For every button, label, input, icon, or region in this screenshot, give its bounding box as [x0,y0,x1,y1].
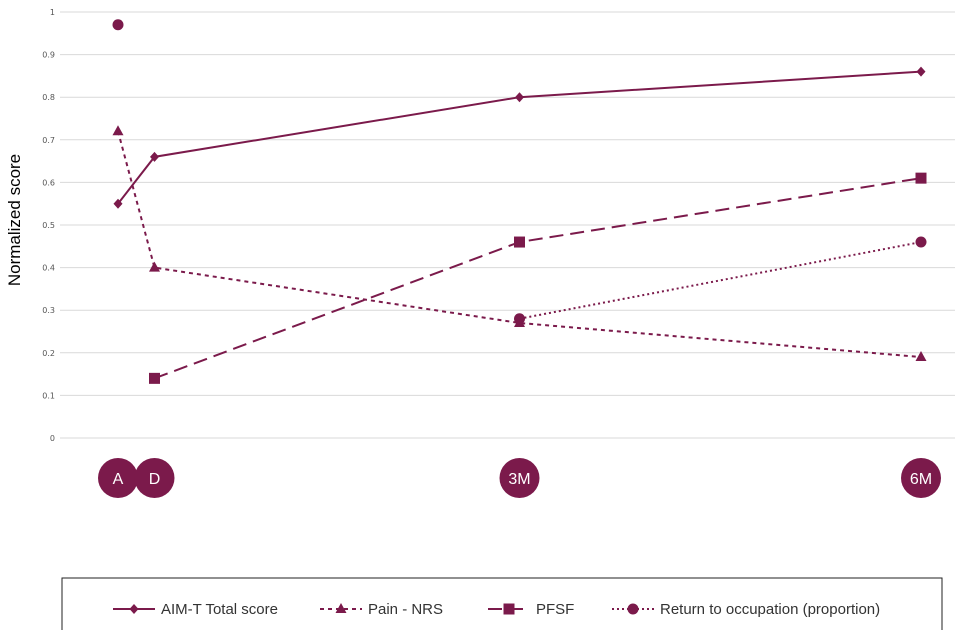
time-point-a: A [98,458,138,498]
series-line [519,241,922,320]
data-point [112,19,124,31]
series-lines [112,19,927,384]
y-tick-label: 0.3 [42,306,55,315]
series-3 [112,19,927,325]
data-point [915,172,927,184]
data-point [112,125,124,136]
time-point-circle [134,458,175,498]
legend-label: PFSF [536,601,574,618]
series-line [154,177,922,380]
legend-marker [503,603,515,615]
legend-item: Return to occupation (proportion) [612,601,880,618]
y-tick-label: 0.9 [42,51,55,60]
data-point [915,351,927,362]
y-tick-label: 0 [50,434,55,443]
y-tick-label: 0.5 [42,221,55,230]
legend-item: PFSF [488,601,574,618]
legend-label: Pain - NRS [368,601,443,618]
time-point-6m: 6M [901,458,941,498]
x-tick-label: 6M [910,471,932,488]
data-point [149,261,160,272]
y-tick-label: 0.7 [42,136,55,145]
x-tick-label: 3M [508,471,530,488]
y-tick-label: 0.4 [42,264,55,273]
time-point-d: D [134,458,175,498]
data-point [514,236,525,248]
legend-items: AIM-T Total score Pain - NRS PFSF Return to… [113,601,880,618]
time-point-circle [901,458,941,498]
y-tick-label: 1 [50,8,55,17]
legend-box [61,577,943,630]
series-line [117,70,922,205]
time-point-circle [499,458,540,498]
legend-label: Return to occupation (proportion) [660,601,880,618]
x-tick-label: D [149,471,161,488]
data-point [514,313,525,325]
legend-item: Pain - NRS [320,601,443,618]
legend-marker [627,603,639,615]
y-tick-label: 0.1 [42,391,55,400]
legend-item: AIM-T Total score [113,601,278,618]
y-tick-label: 0.8 [42,93,55,102]
legend-marker [335,603,347,613]
y-axis-label: Normalized score [5,154,24,286]
y-tick-labels: 0 0.1 0.2 0.3 0.4 0.5 0.6 0.7 0.8 0.9 1 [42,8,55,443]
series-0 [113,66,926,209]
x-tick-label: A [113,471,124,488]
data-point [915,236,927,248]
time-point-circle [98,458,138,498]
data-point [149,372,160,384]
y-tick-label: 0.2 [42,349,55,358]
legend: AIM-T Total score Pain - NRS PFSF Return to… [61,577,943,630]
series-2 [149,172,927,384]
legend-label: AIM-T Total score [161,601,278,618]
data-point [113,198,123,209]
legend-marker [129,604,139,614]
grid-lines [60,11,955,439]
y-tick-label: 0.6 [42,178,55,187]
data-point [150,151,159,162]
time-point-markers: A D 3M 6M [98,458,941,498]
time-point-3m: 3M [499,458,540,498]
data-point [515,92,524,103]
data-point [916,66,926,77]
